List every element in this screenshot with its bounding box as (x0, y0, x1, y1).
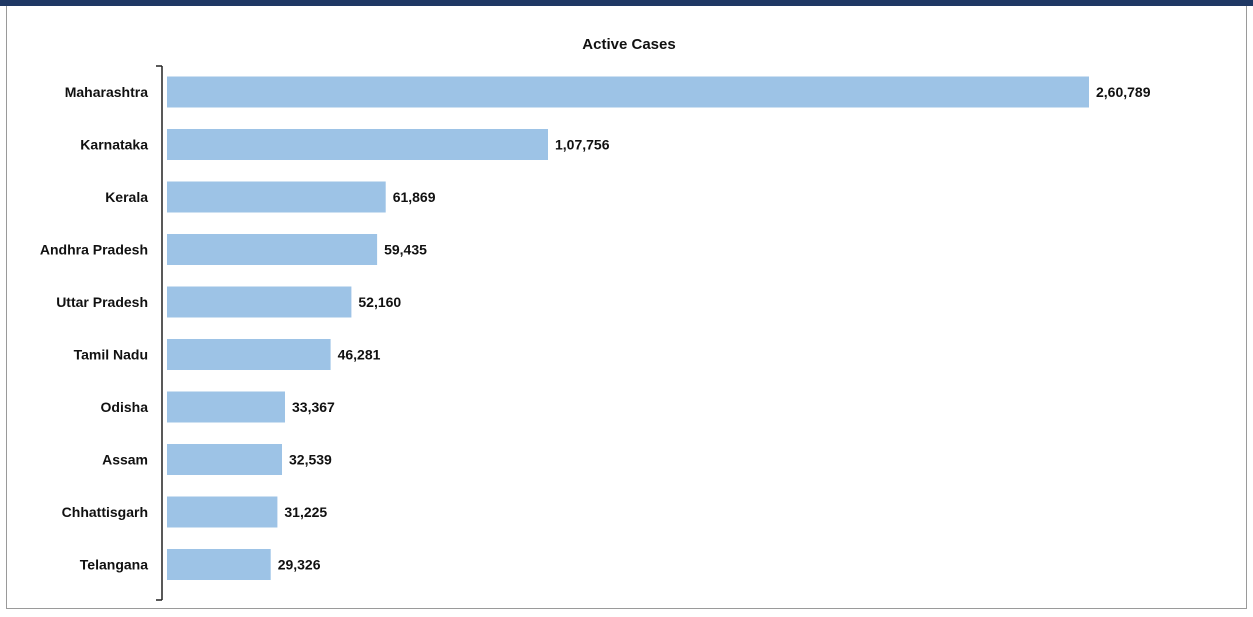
bar-maharashtra (167, 76, 1089, 108)
category-labels: Maharashtra Karnataka Kerala Andhra Pradesh… (40, 84, 148, 573)
bars-group (167, 76, 1089, 580)
category-label: Kerala (105, 189, 148, 205)
data-label: 31,225 (284, 504, 327, 520)
category-label: Karnataka (80, 137, 148, 153)
data-label: 29,326 (278, 557, 321, 573)
category-label: Maharashtra (65, 84, 148, 100)
data-label: 59,435 (384, 242, 427, 258)
value-labels: 2,60,789 1,07,756 61,869 59,435 52,160 46,281… (278, 84, 1151, 573)
category-label: Odisha (101, 399, 149, 415)
data-label: 61,869 (393, 189, 436, 205)
data-label: 52,160 (358, 294, 401, 310)
category-axis (156, 65, 163, 601)
category-label: Assam (102, 452, 148, 468)
data-label: 1,07,756 (555, 137, 610, 153)
header-band (0, 0, 1253, 6)
category-label: Telangana (80, 557, 148, 573)
data-label: 2,60,789 (1096, 84, 1151, 100)
bar-uttar-pradesh (167, 286, 352, 318)
bar-tamil-nadu (167, 339, 331, 370)
data-label: 33,367 (292, 399, 335, 415)
category-label: Chhattisgarh (62, 504, 148, 520)
category-label: Andhra Pradesh (40, 242, 148, 258)
bar-odisha (167, 391, 285, 423)
bar-telangana (167, 549, 271, 580)
bar-karnataka (167, 129, 548, 160)
bar-kerala (167, 181, 386, 213)
data-label: 46,281 (338, 347, 381, 363)
chart-title: Active Cases (582, 36, 675, 53)
data-label: 32,539 (289, 452, 332, 468)
bar-chhattisgarh (167, 496, 278, 528)
category-label: Uttar Pradesh (56, 294, 148, 310)
category-label: Tamil Nadu (74, 347, 148, 363)
bar-andhra-pradesh (167, 234, 378, 265)
bar-assam (167, 444, 282, 475)
